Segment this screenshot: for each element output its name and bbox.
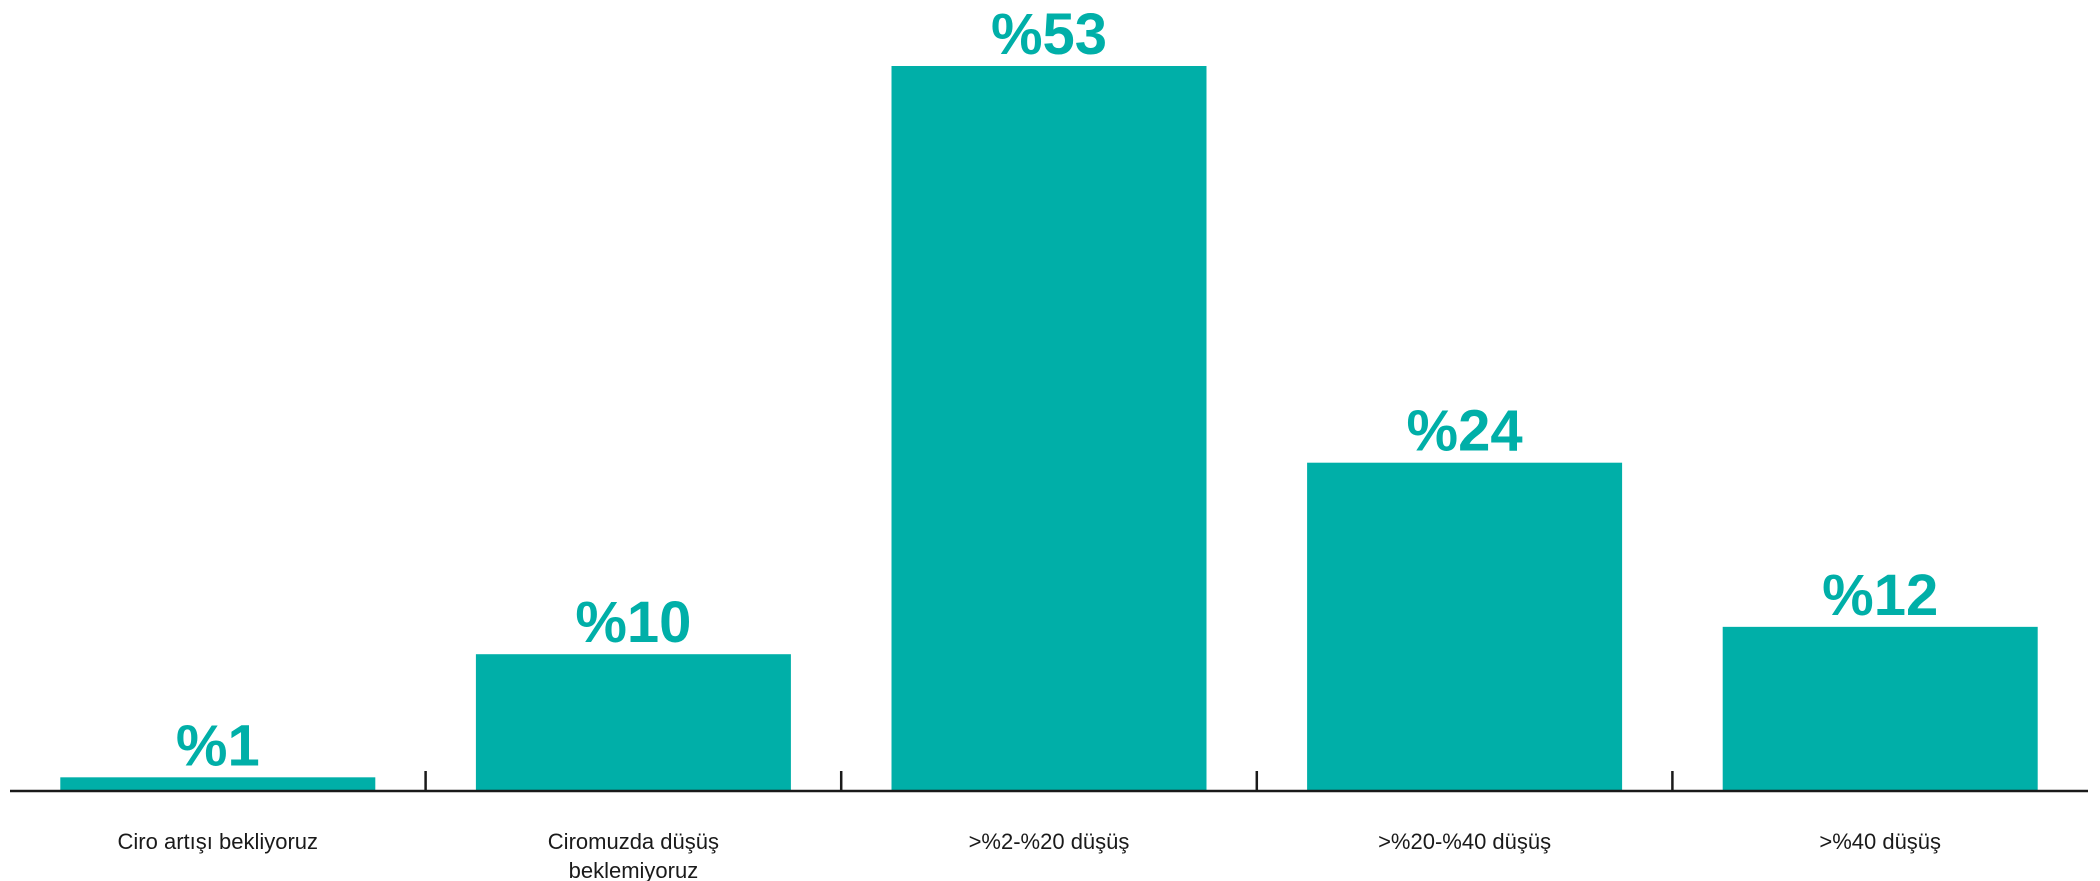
bars-layer xyxy=(60,66,2038,791)
bar-3 xyxy=(891,66,1207,791)
bar-5 xyxy=(1722,626,2038,791)
category-label-1: Ciro artışı bekliyoruz xyxy=(118,829,319,854)
labels-layer: %1 Ciro artışı bekliyoruz %10 Ciromuzda düş… xyxy=(118,2,1942,881)
category-label-2: Ciromuzda düşüş beklemiyoruz xyxy=(548,829,719,881)
category-label-3: >%2-%20 düşüş xyxy=(969,829,1130,854)
bar-2 xyxy=(475,654,791,791)
value-label-2: %10 xyxy=(575,590,691,655)
bar-4 xyxy=(1307,462,1623,791)
value-label-1: %1 xyxy=(176,713,260,778)
value-label-3: %53 xyxy=(991,2,1107,67)
x-axis xyxy=(10,771,2088,793)
category-label-4: >%20-%40 düşüş xyxy=(1378,829,1551,854)
value-label-5: %12 xyxy=(1822,563,1938,628)
category-label-5: >%40 düşüş xyxy=(1819,829,1941,854)
value-label-4: %24 xyxy=(1407,399,1523,464)
bar-1 xyxy=(60,777,376,791)
